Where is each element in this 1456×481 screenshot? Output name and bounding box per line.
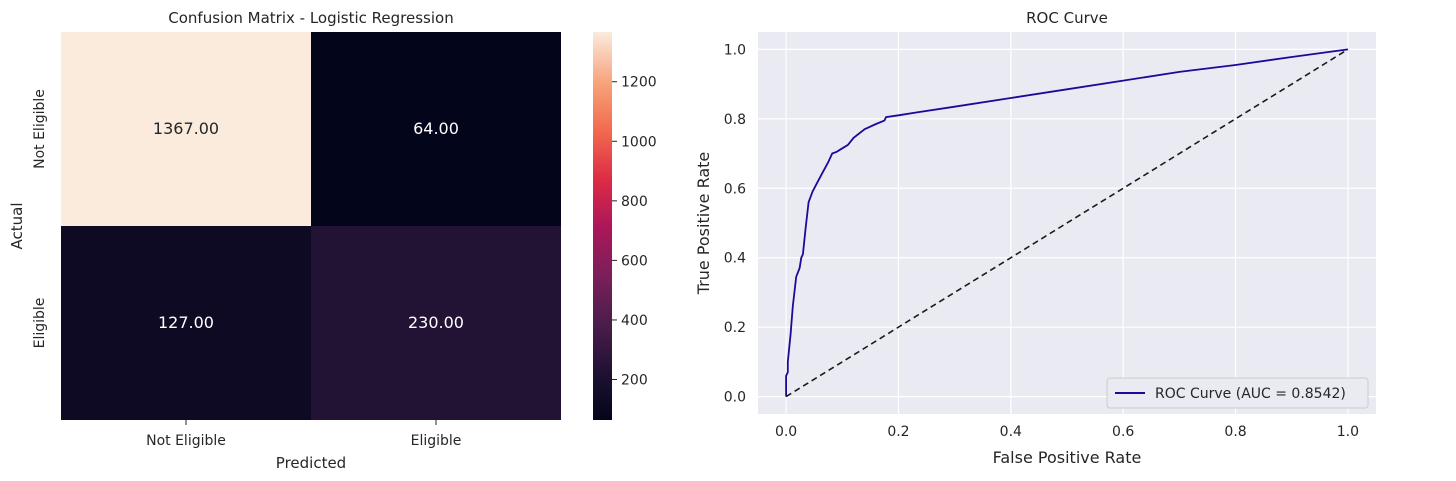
- cm-xtick-label-0: Not Eligible: [146, 433, 226, 449]
- roc-legend-frame: [1106, 377, 1369, 409]
- roc-curve-line: [785, 48, 1349, 397]
- cm-cell-label-0-0: 1367.00: [153, 119, 219, 138]
- roc-ticks: 0.0 0.2 0.4 0.6 0.8 1.0 0.0 0.2 0.4 0.6 0.8 1.0: [724, 42, 1359, 440]
- cm-cell-label-1-0: 127.00: [158, 313, 214, 332]
- cm-xlabel: Predicted: [276, 454, 346, 472]
- cm-colorbar-tick-label-0: 200: [621, 373, 648, 389]
- roc-legend: ROC Curve (AUC = 0.8542): [1106, 377, 1369, 409]
- confusion-matrix-chart: Confusion Matrix - Logistic Regression 1…: [8, 9, 657, 472]
- cm-ytick-label-0: Not Eligible: [32, 89, 48, 169]
- roc-xlabel: False Positive Rate: [993, 448, 1142, 467]
- roc-grid: [758, 32, 1376, 414]
- cm-cell-label-0-1: 64.00: [413, 119, 459, 138]
- cm-cell-0-0: [61, 32, 311, 226]
- roc-ytick-label-3: 0.6: [724, 181, 746, 197]
- cm-colorbar-tick-label-3: 800: [621, 194, 648, 210]
- cm-colorbar-tick-label-5: 1200: [621, 75, 657, 91]
- roc-ytick-label-4: 0.8: [724, 112, 746, 128]
- roc-legend-label: ROC Curve (AUC = 0.8542): [1155, 386, 1346, 402]
- cm-title: Confusion Matrix - Logistic Regression: [168, 9, 453, 27]
- cm-colorbar-tick-label-4: 1000: [621, 134, 657, 150]
- roc-ytick-label-5: 1.0: [724, 42, 746, 58]
- cm-colorbar-tick-label-2: 600: [621, 253, 648, 269]
- roc-xtick-label-2: 0.4: [1000, 424, 1022, 440]
- cm-ylabel: Actual: [8, 203, 26, 250]
- cm-cell-label-1-1: 230.00: [408, 313, 464, 332]
- roc-xtick-label-4: 0.8: [1224, 424, 1246, 440]
- roc-chart: ROC Curve 0.0 0.2 0.4 0.6 0.8 1.0 0.0 0.2 0.4 0.6…: [694, 9, 1376, 467]
- cm-cell-1-1: [311, 226, 561, 420]
- roc-diagonal-line: [785, 48, 1349, 398]
- cm-colorbar-ticks: 200 400 600 800 1000 1200: [612, 75, 657, 389]
- roc-ytick-label-2: 0.4: [724, 251, 746, 267]
- roc-xtick-label-0: 0.0: [775, 424, 797, 440]
- cm-colorbar-tick-label-1: 400: [621, 313, 648, 329]
- cm-colorbar: [593, 32, 612, 420]
- cm-xtick-label-1: Eligible: [411, 433, 462, 449]
- roc-ytick-label-1: 0.2: [724, 320, 746, 336]
- roc-xtick-label-3: 0.6: [1112, 424, 1134, 440]
- roc-xtick-label-1: 0.2: [887, 424, 909, 440]
- roc-series: [785, 48, 1349, 398]
- roc-ylabel: True Positive Rate: [694, 152, 713, 296]
- cm-cell-1-0: [61, 226, 311, 420]
- roc-title: ROC Curve: [1026, 9, 1108, 27]
- cm-cell-0-1: [311, 32, 561, 226]
- roc-xtick-label-5: 1.0: [1337, 424, 1359, 440]
- cm-ytick-label-1: Eligible: [32, 298, 48, 349]
- roc-ytick-label-0: 0.0: [724, 390, 746, 406]
